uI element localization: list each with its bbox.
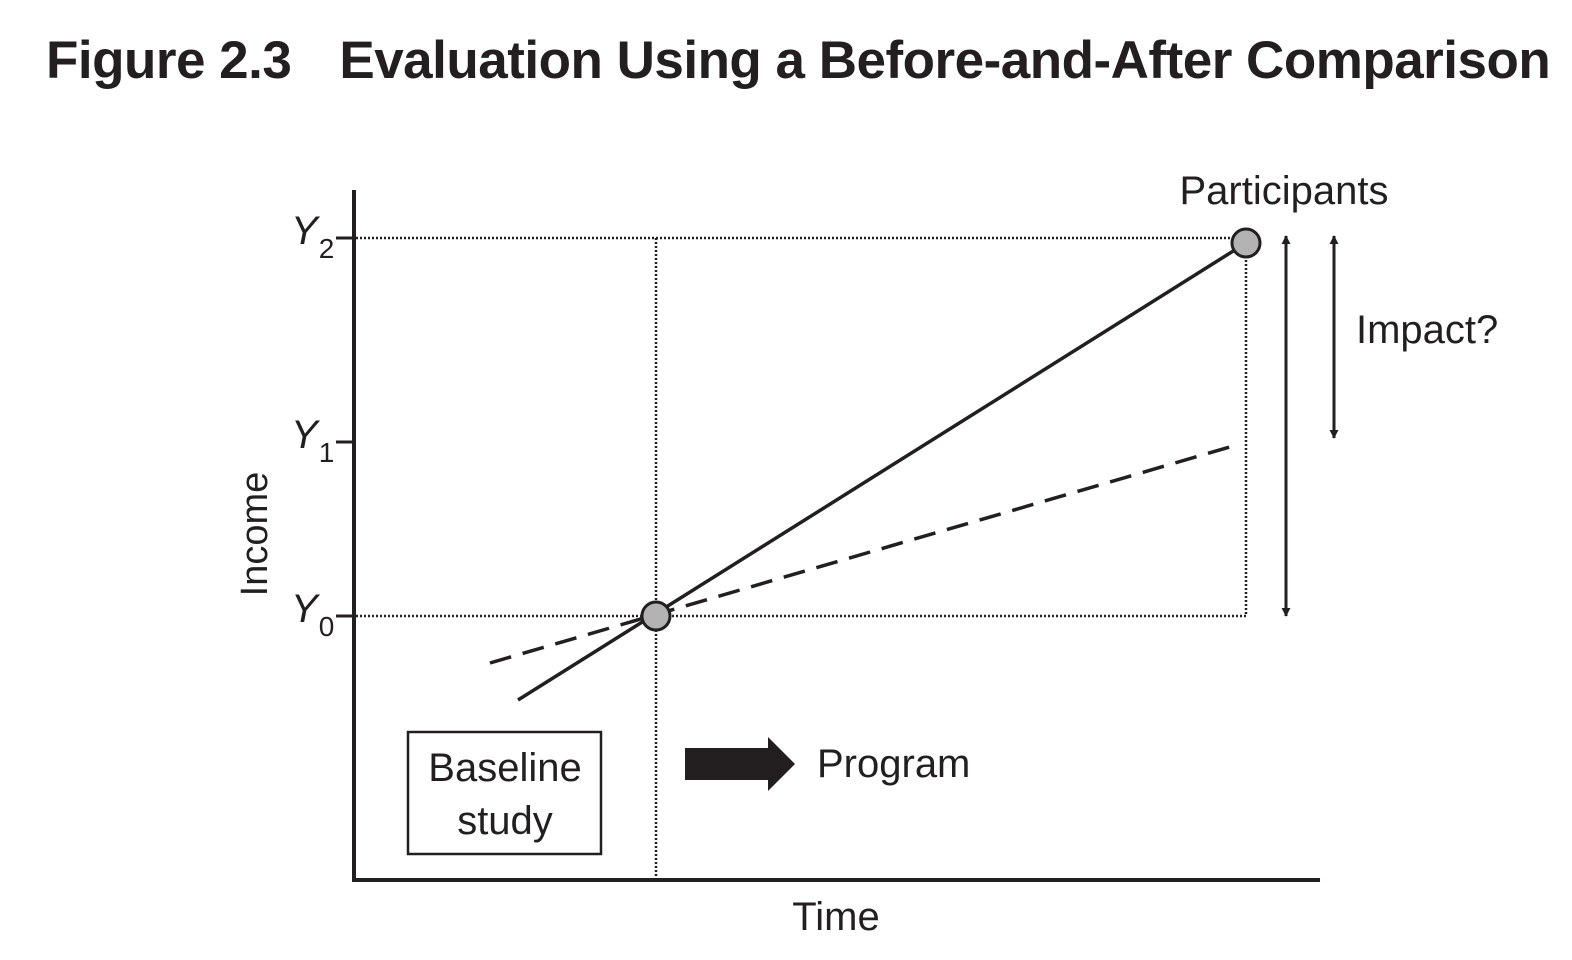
participants-label: Participants xyxy=(1180,169,1389,213)
baseline-study-box xyxy=(406,730,603,856)
y2-label: Y2 xyxy=(291,209,334,264)
baseline-study-label-line1: Baseline xyxy=(428,746,581,790)
participants-point-marker xyxy=(1230,227,1262,259)
y-axis-label: Income xyxy=(234,472,276,597)
y1-label: Y1 xyxy=(291,413,334,468)
participants-trend-line xyxy=(517,241,1247,702)
program-label: Program xyxy=(817,742,970,786)
baseline-point-marker xyxy=(640,600,672,632)
impact-label: Impact? xyxy=(1356,308,1498,352)
counterfactual-trend-dashed xyxy=(489,442,1241,665)
baseline-study-label-line2: study xyxy=(457,799,553,843)
figure-title-text: Evaluation Using a Before-and-After Comp… xyxy=(339,31,1551,90)
y0-label: Y0 xyxy=(291,587,334,642)
figure-title: Figure 2.3 Evaluation Using a Before-and-… xyxy=(46,30,1551,91)
figure-number: Figure 2.3 xyxy=(46,31,292,90)
program-block-arrow xyxy=(685,737,795,791)
x-axis-label: Time xyxy=(792,895,879,939)
